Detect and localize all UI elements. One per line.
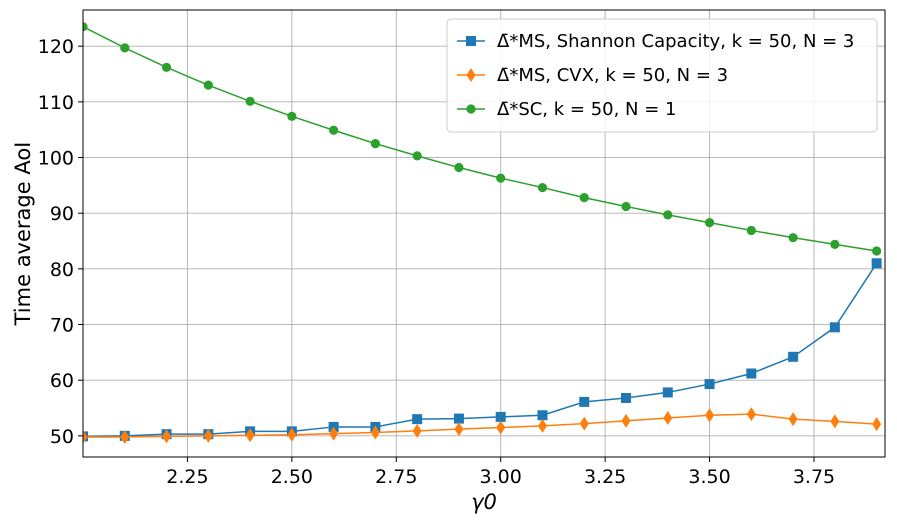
- data-point: [161, 62, 172, 72]
- x-tick-label: 3.75: [793, 466, 835, 488]
- x-tick-label: 3.00: [480, 466, 522, 488]
- legend-label: Δ̄*MS, CVX, k = 50, N = 3: [497, 65, 728, 86]
- data-point: [537, 410, 548, 421]
- data-point: [412, 414, 423, 425]
- data-point: [537, 418, 547, 433]
- data-point: [704, 379, 715, 390]
- data-point: [412, 423, 422, 438]
- data-point: [830, 414, 840, 429]
- series-3: [83, 22, 882, 256]
- x-tick-label: 2.25: [166, 466, 208, 488]
- data-point: [412, 151, 422, 161]
- y-tick-label: 90: [50, 203, 74, 225]
- legend-marker: [466, 68, 476, 82]
- data-point: [788, 351, 799, 362]
- y-axis-label: Time average AoI: [11, 142, 35, 327]
- series-line: [83, 26, 877, 252]
- data-point: [537, 182, 548, 193]
- legend-label: Δ̄*SC, k = 50, N = 1: [497, 99, 677, 120]
- data-point: [120, 43, 130, 53]
- series-line: [83, 262, 878, 438]
- data-point: [788, 412, 798, 427]
- data-point: [454, 162, 464, 173]
- data-point: [287, 111, 297, 121]
- series-line: [83, 413, 877, 438]
- y-tick-label: 110: [38, 92, 74, 114]
- data-point: [829, 322, 840, 333]
- data-point: [663, 210, 673, 220]
- data-point: [162, 429, 172, 444]
- x-tick-label: 3.25: [584, 466, 626, 488]
- data-point: [871, 258, 882, 269]
- x-tick-label: 2.50: [271, 466, 313, 488]
- y-tick-label: 120: [38, 36, 74, 58]
- y-tick-label: 80: [50, 259, 74, 281]
- legend-item: Δ̄*SC, k = 50, N = 1: [457, 99, 677, 120]
- data-point: [203, 80, 213, 90]
- data-point: [621, 392, 632, 403]
- legend-item: Δ̄*MS, Shannon Capacity, k = 50, N = 3: [457, 31, 854, 52]
- x-tick-label: 2.75: [375, 466, 417, 488]
- series-layer: [83, 22, 882, 444]
- data-point: [621, 413, 631, 428]
- data-point: [454, 422, 464, 437]
- data-point: [705, 408, 715, 423]
- data-point: [495, 411, 506, 422]
- legend-item: Δ̄*MS, CVX, k = 50, N = 3: [457, 65, 728, 86]
- legend: Δ̄*MS, Shannon Capacity, k = 50, N = 3 Δ̄…: [446, 18, 878, 133]
- data-point: [245, 428, 255, 443]
- data-point: [579, 192, 589, 203]
- y-tick-label: 70: [50, 315, 74, 337]
- data-point: [370, 138, 380, 149]
- data-point: [579, 416, 589, 431]
- data-point: [120, 429, 130, 444]
- legend-box: [446, 18, 878, 133]
- data-point: [287, 427, 297, 442]
- data-point: [496, 173, 506, 183]
- data-point: [579, 396, 590, 407]
- legend-label: Δ̄*MS, Shannon Capacity, k = 50, N = 3: [497, 31, 854, 52]
- data-point: [788, 233, 798, 243]
- data-point: [662, 387, 673, 398]
- data-point: [453, 413, 464, 424]
- axis-ticks: 2.25 2.50 2.75 3.00 3.25 3.50 3.75 50 60 70 80 90 10…: [38, 36, 835, 488]
- data-point: [203, 428, 213, 443]
- data-point: [830, 239, 840, 249]
- legend-marker: [466, 104, 476, 114]
- series-2: [83, 407, 882, 444]
- data-point: [663, 411, 673, 426]
- data-point: [746, 225, 756, 236]
- data-point: [329, 426, 339, 441]
- x-axis-label: γ0: [471, 490, 497, 514]
- data-point: [872, 417, 882, 432]
- data-point: [83, 429, 88, 444]
- plot-frame: [82, 9, 886, 458]
- data-point: [370, 425, 380, 440]
- x-tick-label: 3.50: [688, 466, 730, 488]
- data-point: [83, 22, 88, 32]
- data-point: [746, 407, 756, 422]
- y-tick-label: 100: [38, 148, 74, 170]
- data-point: [245, 96, 255, 106]
- y-tick-label: 60: [50, 370, 74, 392]
- data-point: [746, 368, 757, 379]
- legend-marker: [466, 36, 476, 46]
- y-tick-label: 50: [50, 426, 74, 448]
- data-point: [496, 420, 506, 435]
- data-point: [329, 125, 339, 135]
- data-point: [704, 218, 715, 228]
- data-point: [621, 201, 631, 212]
- data-point: [872, 246, 882, 256]
